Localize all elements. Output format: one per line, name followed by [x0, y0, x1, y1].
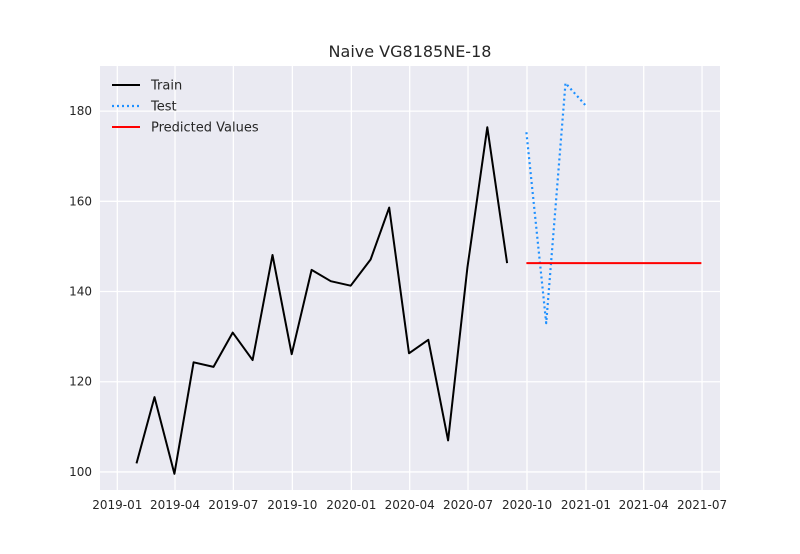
- x-tick-label: 2020-07: [443, 498, 493, 512]
- plot-area: 2019-01 2019-04 2019-07 2019-10 2020-01 2020-…: [69, 66, 727, 512]
- x-tick-label: 2019-04: [150, 498, 200, 512]
- legend-label: Train: [150, 79, 182, 94]
- legend-label: Test: [150, 100, 177, 115]
- x-tick-label: 2020-04: [385, 498, 435, 512]
- series-line-test: [525, 81, 587, 325]
- x-tick-label: 2020-01: [326, 498, 376, 512]
- series-line-train: [135, 126, 509, 475]
- y-tick-label: 100: [69, 465, 92, 479]
- x-tick-label: 2019-10: [267, 498, 317, 512]
- x-tick-label: 2019-07: [208, 498, 258, 512]
- legend-label: Predicted Values: [151, 121, 259, 136]
- chart-title: Naive VG8185NE-18: [329, 42, 492, 61]
- x-tick-label: 2021-04: [619, 498, 669, 512]
- x-tick-label: 2019-01: [92, 498, 142, 512]
- y-tick-label: 140: [69, 285, 92, 299]
- x-tick-label: 2020-10: [502, 498, 552, 512]
- x-tick-label: 2021-01: [561, 498, 611, 512]
- y-tick-label: 160: [69, 194, 92, 208]
- y-tick-label: 120: [69, 375, 92, 389]
- y-tick-label: 180: [69, 104, 92, 118]
- x-tick-label: 2021-07: [677, 498, 727, 512]
